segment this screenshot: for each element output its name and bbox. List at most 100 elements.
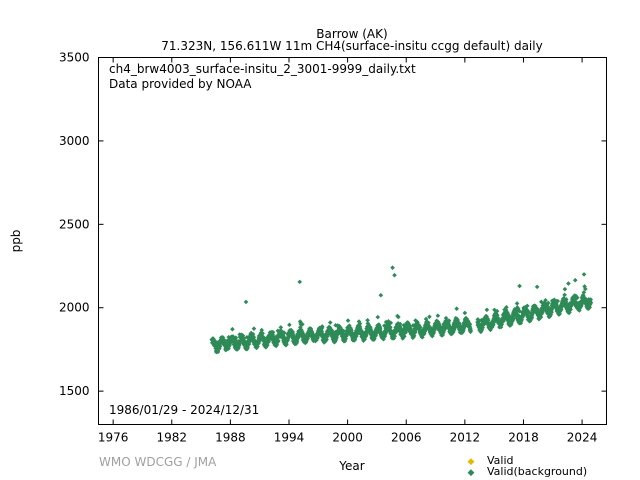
data-point: [587, 304, 593, 310]
data-point: [504, 304, 509, 310]
data-point: [386, 319, 391, 324]
data-point: [526, 309, 532, 315]
legend-label-valid: Valid: [487, 454, 514, 467]
data-point: [304, 338, 309, 344]
data-point: [572, 277, 578, 283]
data-point: [230, 326, 235, 332]
data-point: [427, 314, 432, 320]
x-axis-label: Year: [338, 459, 364, 473]
data-point: [583, 297, 589, 303]
data-point: [468, 327, 473, 333]
data-point: [365, 317, 370, 323]
data-point: [246, 341, 252, 347]
data-point: [278, 325, 284, 330]
data-point: [492, 307, 497, 313]
data-point: [335, 331, 341, 337]
data-point: [426, 320, 431, 326]
data-point: [562, 292, 567, 298]
plot-area: [98, 57, 607, 425]
data-point: [378, 292, 384, 298]
data-point: [217, 344, 223, 349]
data-point: [515, 306, 521, 312]
data-point: [440, 330, 446, 335]
data-point: [540, 310, 545, 315]
data-point: [499, 321, 505, 327]
data-point: [524, 303, 530, 309]
credit-text: WMO WDCGG / JMA: [99, 455, 217, 469]
data-point: [566, 281, 571, 286]
data-point: [435, 313, 441, 319]
data-point: [270, 330, 276, 335]
x-tick-label: 1988: [215, 431, 246, 445]
data-point: [541, 307, 546, 312]
data-point: [284, 341, 289, 347]
data-point: [575, 295, 580, 300]
data-point: [390, 265, 395, 270]
data-point: [494, 308, 500, 314]
data-point: [300, 322, 305, 327]
data-point: [349, 328, 354, 333]
data-point: [467, 321, 473, 327]
data-point: [241, 336, 247, 341]
data-point: [275, 328, 281, 334]
data-point: [461, 326, 466, 332]
data-point: [255, 344, 260, 349]
data-point: [517, 283, 522, 289]
data-point: [392, 272, 397, 278]
data-point: [354, 331, 360, 337]
y-tick-label: 3500: [59, 51, 90, 65]
data-point: [555, 305, 561, 310]
data-point: [294, 337, 300, 343]
data-point: [438, 325, 444, 330]
data-point: [362, 337, 367, 342]
data-point: [521, 312, 526, 318]
data-point: [324, 337, 329, 342]
data-point: [588, 297, 594, 302]
data-point: [230, 334, 236, 339]
legend-marker-valid: ◆: [468, 457, 475, 467]
data-point: [549, 309, 554, 315]
data-point: [457, 321, 462, 326]
data-point: [260, 330, 265, 336]
chart-subtitle: 71.323N, 156.611W 11m CH4(surface-insitu…: [161, 39, 542, 53]
data-point: [545, 300, 551, 306]
y-tick-label: 2500: [59, 217, 90, 231]
data-point: [250, 331, 256, 337]
data-point: [583, 286, 588, 292]
date-range-annotation: 1986/01/29 - 2024/12/31: [109, 403, 259, 417]
data-point: [331, 330, 336, 335]
data-point: [242, 339, 248, 344]
data-point: [505, 311, 511, 317]
data-point: [484, 307, 490, 313]
data-point: [543, 298, 548, 303]
data-point: [251, 335, 257, 340]
series-valid-background: [209, 265, 594, 355]
data-point: [315, 332, 321, 338]
data-point: [538, 314, 544, 320]
data-point: [259, 327, 265, 333]
file-annotation: ch4_brw4003_surface-insitu_2_3001-9999_d…: [109, 62, 416, 76]
data-point: [274, 342, 280, 347]
data-point: [248, 330, 254, 336]
data-point: [276, 338, 281, 344]
data-point: [420, 334, 425, 340]
data-point: [373, 333, 379, 339]
data-point: [290, 329, 296, 335]
data-point: [263, 344, 269, 350]
data-point: [410, 323, 416, 328]
data-point: [480, 325, 485, 330]
data-point: [549, 306, 555, 312]
y-tick-label: 1500: [59, 384, 90, 398]
data-point: [297, 279, 303, 285]
data-point: [538, 299, 544, 305]
data-point: [397, 321, 403, 327]
data-point: [588, 300, 594, 306]
y-tick-label: 2000: [59, 301, 90, 315]
data-point: [562, 286, 568, 292]
data-point: [356, 319, 362, 324]
data-point: [454, 306, 459, 312]
data-point: [220, 335, 226, 340]
data-point: [345, 318, 351, 323]
data-point: [398, 325, 403, 331]
